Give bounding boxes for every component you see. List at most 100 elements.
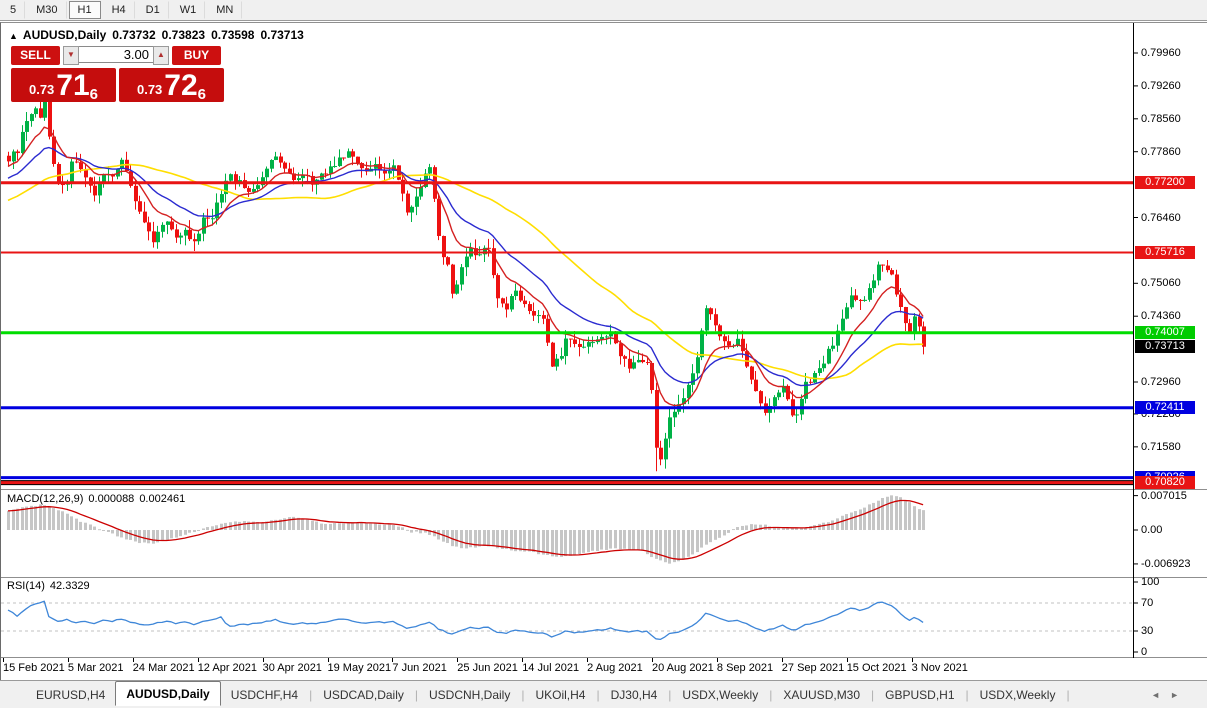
macd-histogram-bar (600, 530, 603, 550)
macd-histogram-bar (727, 530, 730, 533)
sell-price-display[interactable]: 0.73 71 6 (11, 68, 116, 103)
macd-histogram-bar (804, 527, 807, 530)
macd-histogram-bar (560, 530, 563, 557)
timeframe-button-d1[interactable]: D1 (137, 1, 169, 19)
candle-body (134, 185, 138, 202)
timeframe-button-m30[interactable]: M30 (27, 1, 67, 19)
price-label-box-0.72411: 0.72411 (1135, 401, 1195, 415)
macd-histogram-bar (66, 513, 69, 530)
chart-tab-gbpusd-h1[interactable]: GBPUSD,H1 (885, 687, 955, 702)
chart-tab-usdchf-h4[interactable]: USDCHF,H4 (230, 687, 299, 702)
macd-histogram-bar (288, 517, 291, 530)
macd-histogram-bar (116, 530, 119, 537)
rsi-pane (1, 581, 1138, 653)
chart-tab-audusd-daily[interactable]: AUDUSD,Daily (115, 680, 221, 706)
macd-histogram-bar (184, 530, 187, 535)
buy-price-prefix: 0.73 (136, 82, 163, 97)
candle-body (270, 159, 274, 169)
macd-histogram-bar (532, 530, 535, 553)
date-tick-label: 12 Apr 2021 (197, 662, 258, 674)
macd-histogram-bar (899, 497, 902, 530)
volume-decrease-button[interactable]: ▼ (63, 46, 79, 65)
candle-body (754, 379, 758, 392)
chart-tab-ukoil-h4[interactable]: UKOil,H4 (535, 687, 586, 702)
macd-histogram-bar (279, 519, 282, 530)
macd-histogram-bar (238, 521, 241, 530)
rsi-value: 42.3329 (49, 580, 90, 592)
candle-body (437, 198, 441, 236)
chart-tab-eurusd-h4[interactable]: EURUSD,H4 (36, 687, 106, 702)
date-tick-label: 8 Sep 2021 (716, 662, 774, 674)
candle-body (166, 221, 170, 225)
chart-tab-usdcnh-daily[interactable]: USDCNH,Daily (429, 687, 511, 702)
collapse-chart-icon[interactable]: ▲ (9, 31, 18, 41)
macd-histogram-bar (759, 524, 762, 530)
candle-body (311, 175, 315, 185)
ohlc-open: 0.73732 (112, 28, 156, 42)
tab-separator: | (668, 687, 672, 702)
candle-body (98, 183, 102, 196)
macd-histogram-bar (125, 530, 128, 540)
macd-histogram-bar (143, 530, 146, 543)
macd-histogram-bar (93, 526, 96, 530)
timeframe-button-5[interactable]: 5 (1, 1, 26, 19)
date-tick-label: 20 Aug 2021 (652, 662, 714, 674)
macd-histogram-bar (283, 518, 286, 530)
timeframe-button-w1[interactable]: W1 (171, 1, 206, 19)
candle-body (863, 299, 867, 301)
tab-separator: | (1066, 687, 1070, 702)
chart-tab-dj30-h4[interactable]: DJ30,H4 (610, 687, 658, 702)
macd-histogram-bar (718, 530, 721, 538)
horizontal-lines-layer[interactable] (1, 181, 1133, 486)
candle-body (578, 343, 582, 347)
candle-body (256, 185, 260, 189)
sell-button[interactable]: SELL (11, 46, 60, 65)
candle-body (57, 163, 61, 185)
macd-histogram-bar (347, 523, 350, 530)
candle-body (229, 174, 233, 181)
macd-histogram-bar (637, 530, 640, 550)
macd-histogram-bar (301, 518, 304, 530)
candle-body (211, 218, 215, 220)
macd-histogram-bar (505, 530, 508, 549)
chart-tab-usdx-weekly[interactable]: USDX,Weekly (979, 687, 1056, 702)
candle-body (451, 264, 455, 294)
candle-body (274, 156, 278, 160)
candle-body (877, 264, 881, 281)
candle-body (546, 318, 550, 343)
chart-tab-usdx-weekly[interactable]: USDX,Weekly (682, 687, 759, 702)
candle-body (687, 384, 691, 399)
macd-histogram-bar (696, 530, 699, 553)
macd-histogram-bar (705, 530, 708, 545)
macd-histogram-bar (188, 530, 191, 533)
candle-body (523, 300, 527, 305)
candle-body (129, 171, 133, 186)
macd-histogram-bar (551, 530, 554, 557)
date-tick-label: 2 Aug 2021 (587, 662, 643, 674)
candle-body (736, 338, 740, 346)
date-tick-label: 30 Apr 2021 (262, 662, 322, 674)
macd-histogram-bar (197, 530, 200, 531)
candle-body (551, 342, 555, 367)
candle-body (641, 359, 645, 363)
tab-scroll-arrows[interactable]: ◄► (1151, 690, 1189, 700)
price-tick-0.71580: 0.71580 (1141, 440, 1181, 453)
chart-tab-usdcad-daily[interactable]: USDCAD,Daily (323, 687, 404, 702)
macd-histogram-bar (673, 530, 676, 563)
chart-tab-xauusd-m30[interactable]: XAUUSD,M30 (783, 687, 861, 702)
volume-increase-button[interactable]: ▲ (153, 46, 169, 65)
volume-input[interactable] (79, 46, 153, 63)
timeframe-button-mn[interactable]: MN (207, 1, 243, 19)
candle-body (30, 114, 34, 122)
candle-body (564, 338, 568, 357)
candle-body (872, 280, 876, 289)
timeframe-button-h4[interactable]: H4 (103, 1, 135, 19)
macd-histogram-bar (677, 530, 680, 562)
timeframe-button-h1[interactable]: H1 (68, 1, 101, 19)
buy-button[interactable]: BUY (172, 46, 221, 65)
buy-price-display[interactable]: 0.73 72 6 (119, 68, 224, 103)
candle-body (505, 303, 509, 310)
macd-histogram-bar (89, 524, 92, 530)
candle-body (161, 224, 165, 232)
macd-pane (7, 495, 1138, 565)
